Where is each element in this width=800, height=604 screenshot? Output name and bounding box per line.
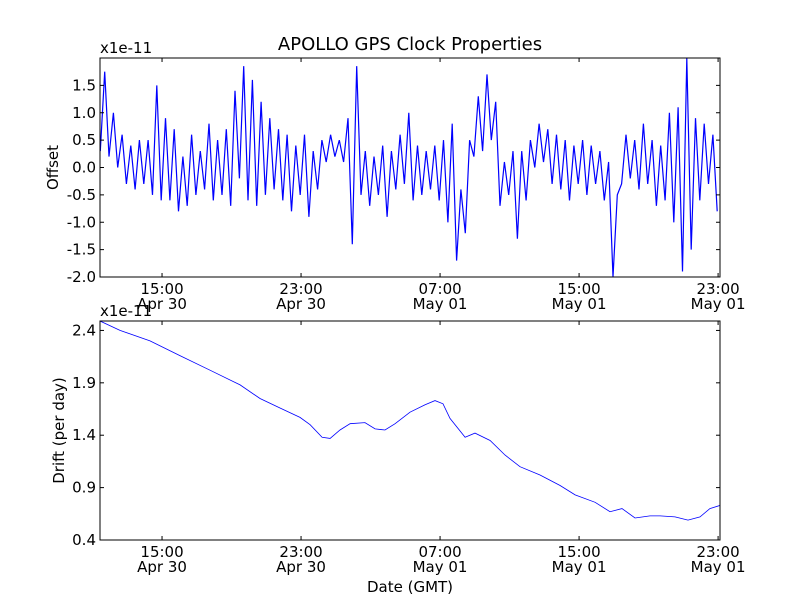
y-tick-label: 0.0	[72, 159, 96, 177]
x-tick-label-date: May 01	[552, 295, 607, 313]
axes-frame	[99, 57, 721, 278]
offset-series-line	[100, 58, 718, 277]
y-tick-label: 1.5	[72, 76, 96, 94]
x-tick-label-time: 15:00	[557, 280, 600, 298]
x-tick-label-time: 23:00	[696, 543, 739, 561]
x-tick-label-time: 23:00	[696, 280, 739, 298]
x-tick-label-date: May 01	[413, 558, 468, 576]
y-tick-label: 0.5	[72, 131, 96, 149]
x-axis-label: Date (GMT)	[367, 578, 453, 596]
x-tick-label-date: May 01	[552, 558, 607, 576]
y-tick-label: 2.4	[72, 321, 96, 339]
x-tick-label-date: Apr 30	[276, 295, 326, 313]
x-tick-label-time: 23:00	[279, 280, 322, 298]
y-tick-label: -0.5	[67, 186, 96, 204]
y-tick-label: -2.0	[67, 268, 96, 286]
y-axis-label: Offset	[44, 145, 62, 190]
x-tick-label-date: May 01	[691, 558, 746, 576]
x-tick-label-time: 07:00	[418, 280, 461, 298]
x-tick-label-date: Apr 30	[276, 558, 326, 576]
y-tick-label: -1.0	[67, 213, 96, 231]
y-tick-label: 0.4	[72, 531, 96, 549]
x-tick-label-time: 15:00	[557, 543, 600, 561]
y-multiplier-label: x1e-11	[100, 302, 152, 320]
x-tick-label-time: 15:00	[140, 543, 183, 561]
y-tick-label: 1.9	[72, 374, 96, 392]
axes-frame	[99, 320, 721, 541]
y-tick-label: 0.9	[72, 479, 96, 497]
y-axis-label: Drift (per day)	[50, 377, 68, 484]
drift-series-line	[100, 321, 720, 521]
x-tick-label-time: 07:00	[418, 543, 461, 561]
y-tick-label: -1.5	[67, 241, 96, 259]
y-tick-label: 1.0	[72, 104, 96, 122]
chart-title: APOLLO GPS Clock Properties	[278, 34, 542, 55]
x-tick-label-time: 15:00	[140, 280, 183, 298]
y-multiplier-label: x1e-11	[100, 39, 152, 57]
x-tick-label-date: Apr 30	[137, 558, 187, 576]
x-tick-label-date: May 01	[413, 295, 468, 313]
x-tick-label-date: Apr 30	[137, 295, 187, 313]
x-tick-label-time: 23:00	[279, 543, 322, 561]
y-tick-label: 1.4	[72, 426, 96, 444]
x-tick-label-date: May 01	[691, 295, 746, 313]
